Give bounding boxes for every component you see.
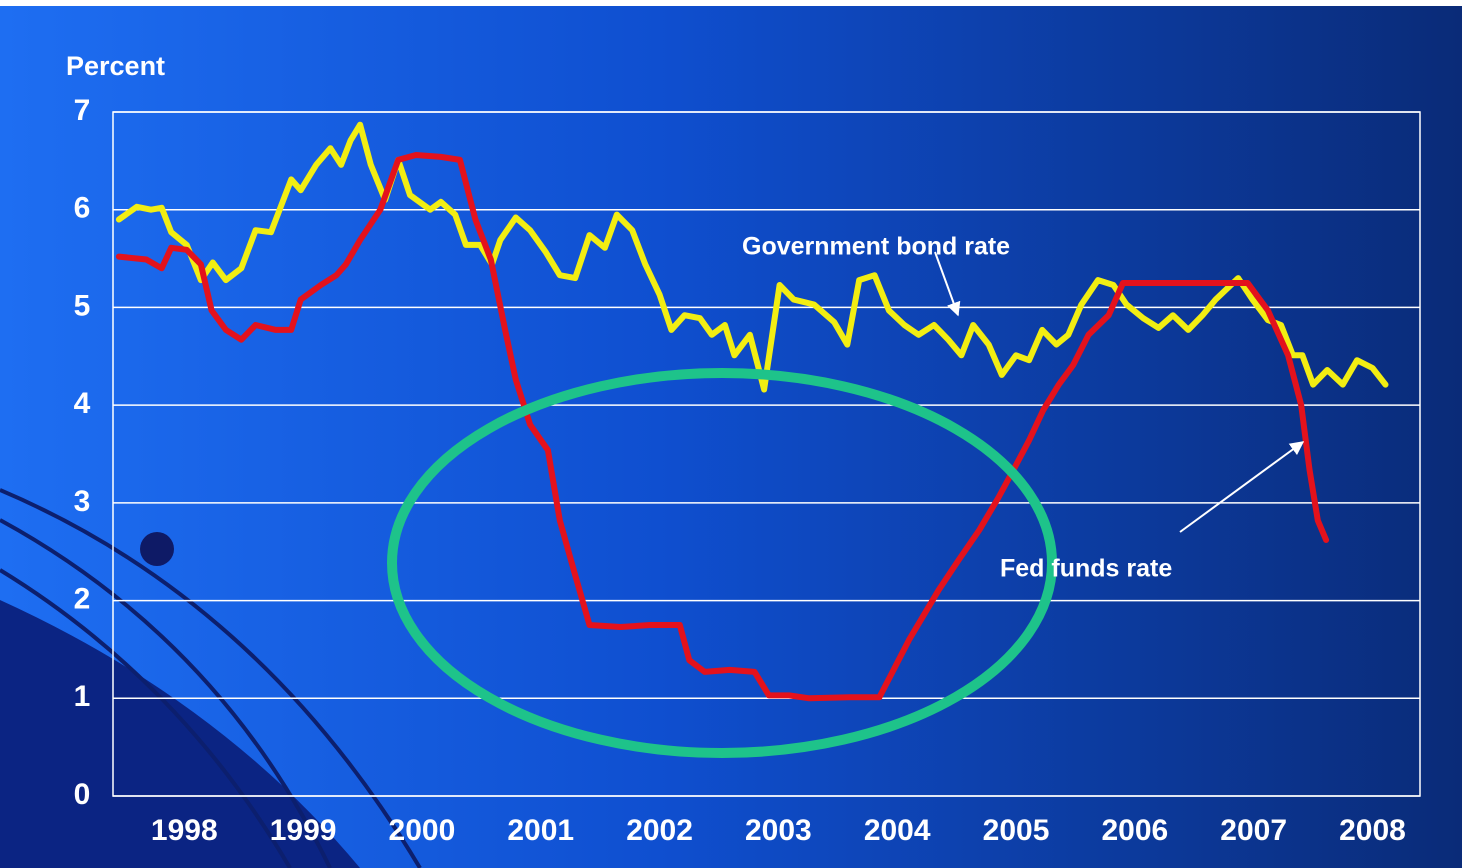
x-tick-label: 1998 — [151, 814, 218, 847]
x-tick-label: 2005 — [983, 814, 1050, 847]
y-tick-label: 5 — [74, 289, 91, 322]
x-tick-label: 2007 — [1220, 814, 1287, 847]
x-tick-label: 2001 — [507, 814, 574, 847]
y-tick-label: 0 — [74, 778, 91, 811]
y-tick-label: 3 — [74, 485, 91, 518]
highlight-ellipse — [387, 368, 1057, 758]
x-tick-label: 2000 — [389, 814, 456, 847]
y-axis-label: Percent — [66, 51, 165, 81]
x-tick-label: 1999 — [270, 814, 337, 847]
annotation: Government bond rate — [742, 233, 1010, 261]
y-tick-label: 7 — [74, 94, 91, 127]
y-tick-label: 4 — [74, 387, 91, 420]
x-tick-label: 2003 — [745, 814, 812, 847]
annotation: Fed funds rate — [1000, 555, 1172, 583]
y-tick-label: 2 — [74, 582, 91, 615]
x-tick-label: 2002 — [626, 814, 693, 847]
annotation-arrow — [934, 251, 961, 317]
annotation-arrow — [1179, 441, 1305, 533]
x-tick-label: 2004 — [864, 814, 931, 847]
x-tick-label: 2008 — [1339, 814, 1406, 847]
series-line — [115, 152, 1330, 702]
x-tick-label: 2006 — [1101, 814, 1168, 847]
y-tick-label: 1 — [74, 680, 91, 713]
y-tick-label: 6 — [74, 192, 91, 225]
series-line — [115, 121, 1389, 393]
